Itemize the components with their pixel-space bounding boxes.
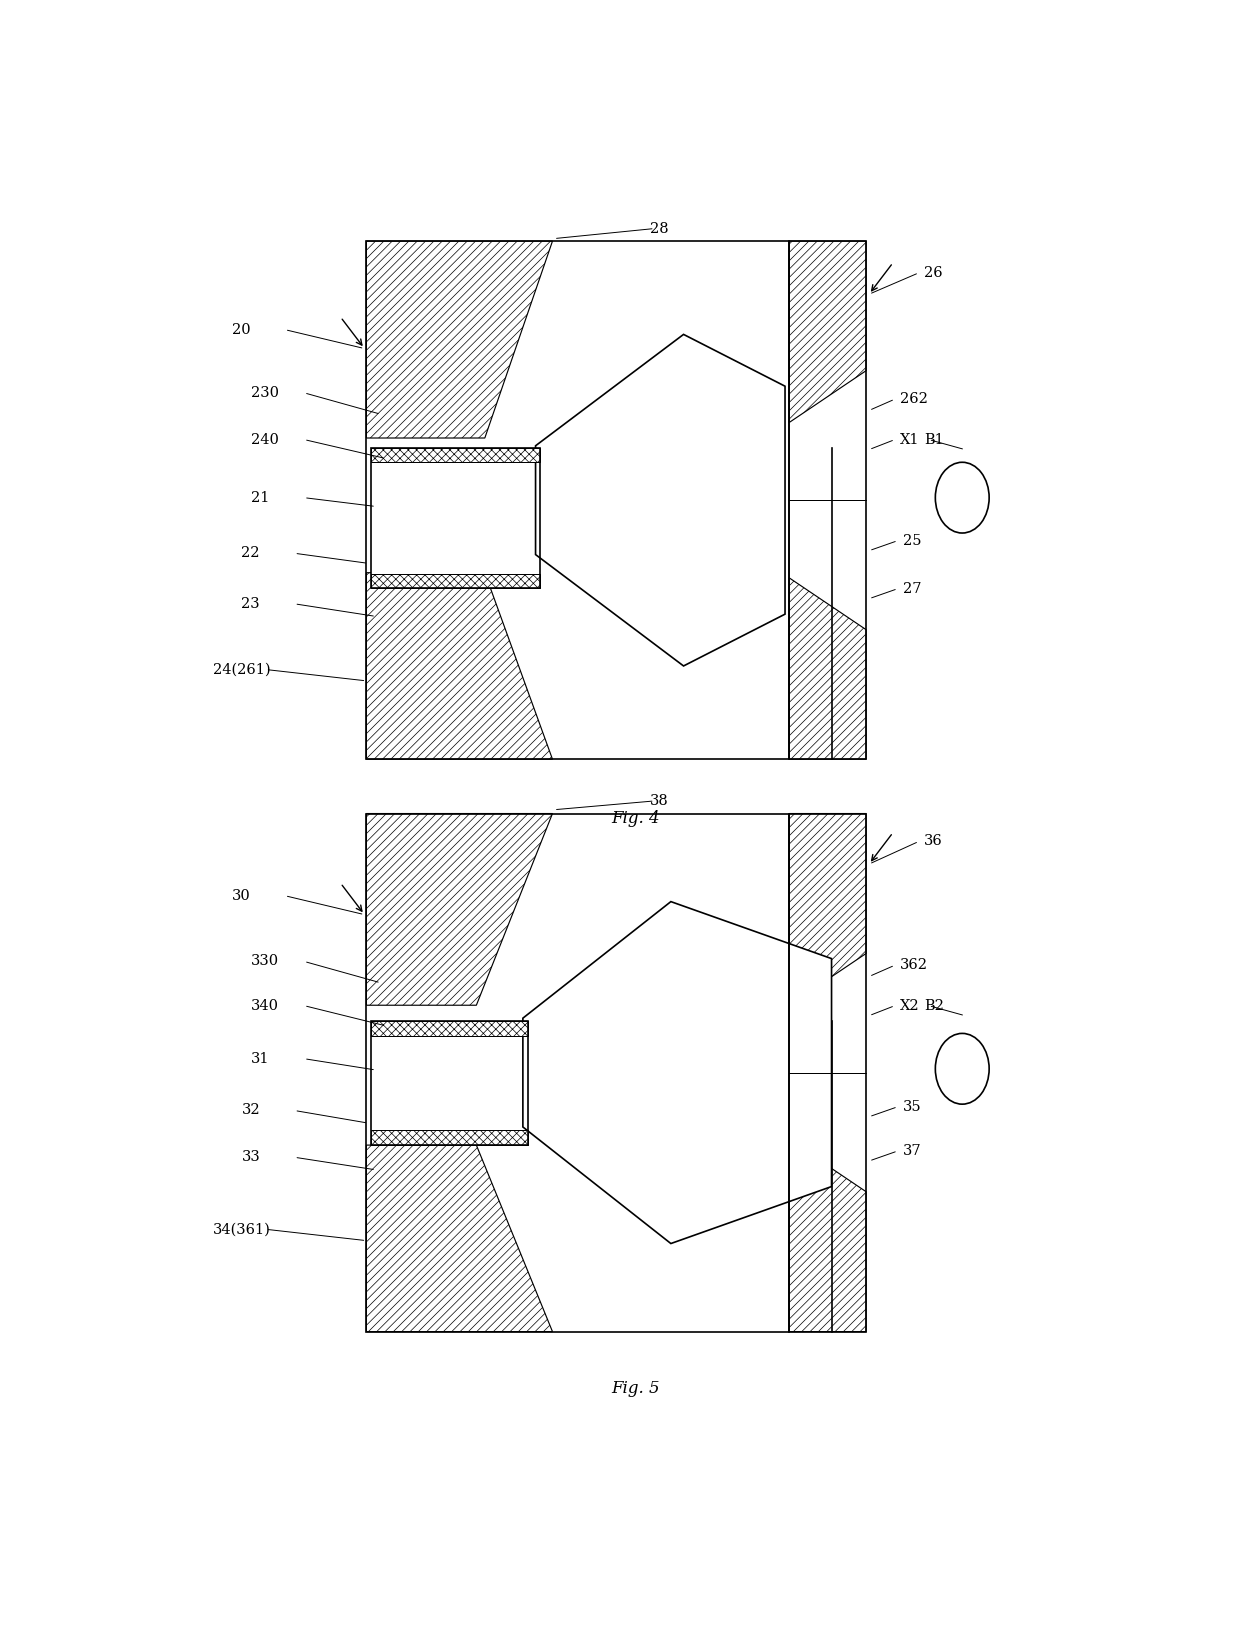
Polygon shape	[789, 1140, 866, 1331]
Text: B2: B2	[924, 999, 944, 1012]
Polygon shape	[371, 448, 541, 463]
Text: 262: 262	[900, 392, 928, 405]
Text: 330: 330	[250, 955, 279, 968]
Polygon shape	[371, 448, 541, 587]
Text: 30: 30	[232, 889, 250, 903]
Text: 31: 31	[250, 1052, 269, 1065]
Text: 35: 35	[903, 1099, 921, 1114]
Polygon shape	[371, 1021, 528, 1035]
Text: Fig. 4: Fig. 4	[611, 811, 660, 827]
Text: 22: 22	[242, 546, 260, 560]
Polygon shape	[789, 422, 866, 578]
Text: 25: 25	[903, 533, 921, 548]
Text: 23: 23	[242, 597, 260, 610]
Polygon shape	[789, 1006, 866, 1140]
Text: 34(361): 34(361)	[213, 1223, 270, 1236]
Text: 33: 33	[242, 1150, 260, 1163]
Polygon shape	[371, 574, 541, 587]
Text: 26: 26	[924, 266, 942, 279]
Polygon shape	[367, 241, 553, 438]
Polygon shape	[789, 814, 866, 1331]
Polygon shape	[367, 573, 553, 760]
Text: 36: 36	[924, 834, 942, 848]
Text: 21: 21	[250, 491, 269, 505]
Text: 32: 32	[242, 1103, 260, 1118]
Text: 24(261): 24(261)	[213, 663, 270, 676]
Polygon shape	[789, 814, 866, 1006]
Text: 340: 340	[250, 999, 279, 1012]
Polygon shape	[523, 901, 832, 1244]
Polygon shape	[367, 1145, 553, 1331]
Polygon shape	[371, 1021, 528, 1145]
Polygon shape	[789, 241, 866, 760]
Text: 20: 20	[232, 323, 250, 336]
Polygon shape	[367, 814, 789, 1331]
Text: X1: X1	[900, 433, 919, 446]
Text: 28: 28	[650, 222, 668, 236]
Text: B1: B1	[924, 433, 944, 446]
Text: Fig. 5: Fig. 5	[611, 1380, 660, 1396]
Polygon shape	[367, 241, 789, 760]
Polygon shape	[536, 335, 785, 666]
Polygon shape	[371, 1131, 528, 1145]
Text: 27: 27	[903, 581, 921, 596]
Text: 362: 362	[900, 958, 928, 971]
Text: 38: 38	[650, 794, 668, 807]
Text: 230: 230	[250, 386, 279, 400]
Polygon shape	[789, 241, 866, 422]
Text: 240: 240	[250, 433, 279, 446]
Polygon shape	[789, 578, 866, 760]
Polygon shape	[367, 814, 553, 1006]
Text: X2: X2	[900, 999, 919, 1012]
Text: 37: 37	[903, 1144, 921, 1159]
